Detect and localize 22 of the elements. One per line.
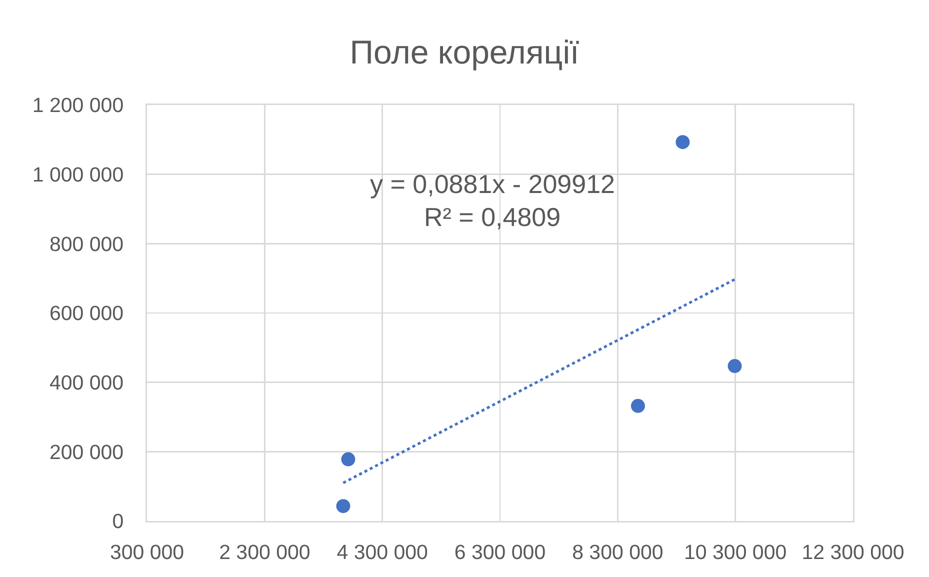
- point: [336, 499, 350, 514]
- y-tick-label: 200 000: [49, 440, 124, 464]
- y-tick-label: 1 200 000: [32, 94, 124, 118]
- point: [676, 135, 690, 150]
- x-tick-label: 10 300 000: [684, 540, 787, 564]
- chart-title: Поле кореляції: [350, 33, 580, 70]
- annotation: R² = 0,4809: [424, 202, 561, 232]
- point: [630, 398, 645, 413]
- annotation: y = 0,0881x - 209912: [370, 169, 616, 199]
- y-tick-label: 0: [112, 510, 124, 534]
- x-tick-label: 300 000: [110, 540, 184, 564]
- x-tick-label: 12 300 000: [802, 540, 904, 564]
- y-tick-label: 400 000: [49, 372, 124, 395]
- point: [341, 452, 356, 466]
- y-tick-label: 600 000: [49, 302, 124, 326]
- y-tick-label: 800 000: [49, 232, 124, 256]
- x-tick-label: 2 300 000: [219, 540, 310, 564]
- point: [728, 359, 742, 374]
- x-tick-label: 4 300 000: [336, 540, 428, 564]
- y-tick-label: 1 000 000: [32, 164, 124, 187]
- x-tick-label: 6 300 000: [454, 540, 546, 564]
- x-tick-label: 8 300 000: [572, 540, 664, 564]
